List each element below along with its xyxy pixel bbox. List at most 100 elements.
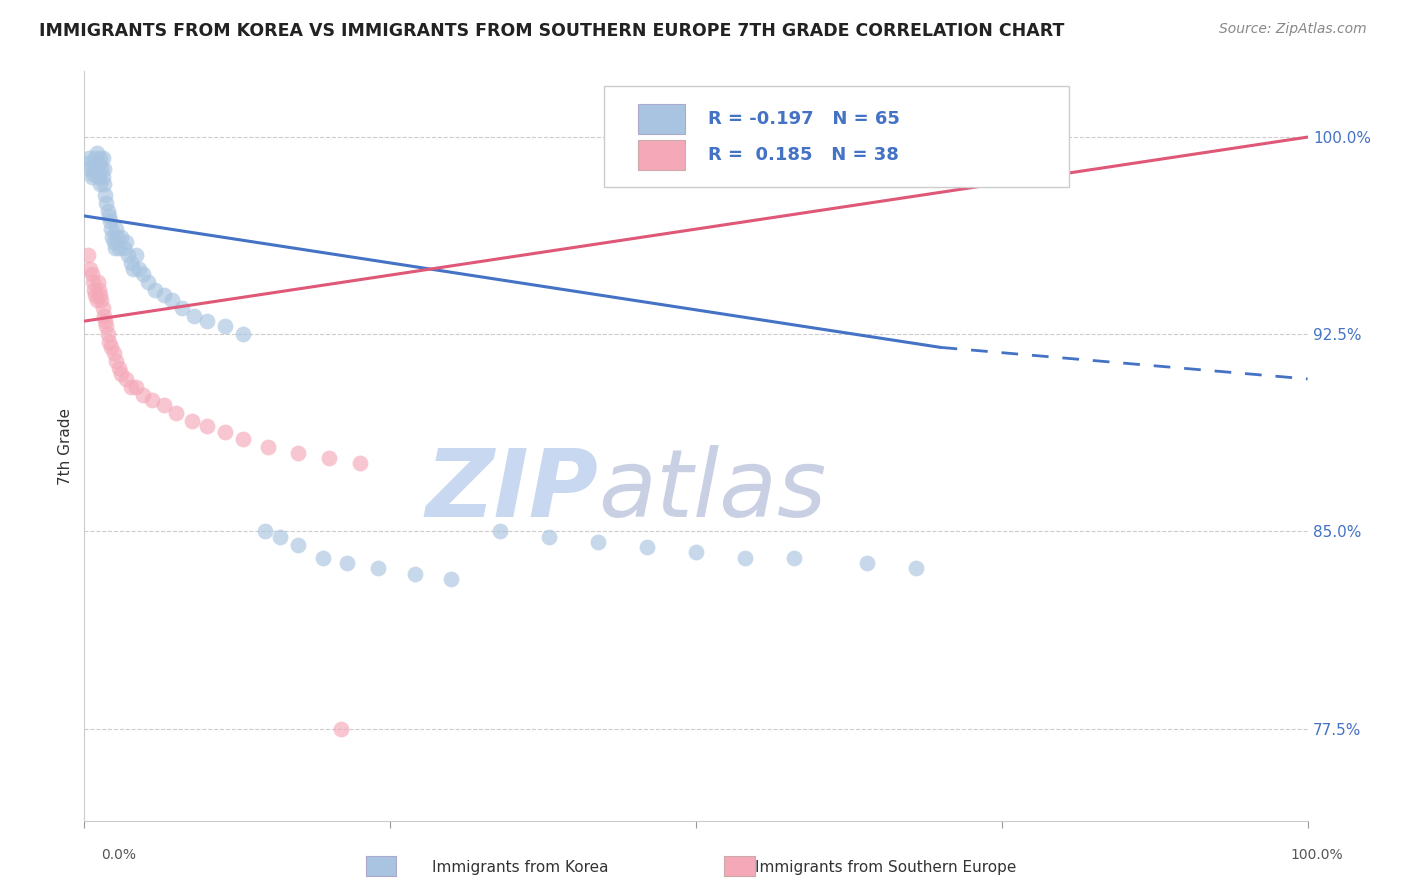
Point bbox=[90, 161, 112, 176]
Point bbox=[105, 353, 128, 368]
Point bbox=[232, 327, 254, 342]
Point bbox=[110, 367, 132, 381]
Point bbox=[214, 319, 236, 334]
Point bbox=[125, 248, 148, 262]
Point bbox=[685, 545, 707, 559]
Point bbox=[93, 309, 115, 323]
Point bbox=[122, 261, 145, 276]
Point bbox=[107, 240, 129, 254]
Text: ZIP: ZIP bbox=[425, 445, 598, 537]
FancyBboxPatch shape bbox=[605, 87, 1069, 187]
Point bbox=[97, 209, 120, 223]
Point bbox=[104, 240, 127, 254]
Point bbox=[87, 275, 110, 289]
Point bbox=[312, 550, 335, 565]
Point bbox=[83, 161, 105, 176]
Point bbox=[96, 319, 118, 334]
Point bbox=[195, 419, 218, 434]
Point bbox=[232, 433, 254, 447]
Text: IMMIGRANTS FROM KOREA VS IMMIGRANTS FROM SOUTHERN EUROPE 7TH GRADE CORRELATION C: IMMIGRANTS FROM KOREA VS IMMIGRANTS FROM… bbox=[39, 22, 1064, 40]
Point bbox=[82, 167, 104, 181]
Text: Immigrants from Southern Europe: Immigrants from Southern Europe bbox=[755, 860, 1017, 874]
Point bbox=[336, 556, 359, 570]
Point bbox=[143, 283, 166, 297]
Point bbox=[87, 169, 110, 184]
Point bbox=[84, 151, 107, 165]
Point bbox=[349, 456, 371, 470]
Point bbox=[162, 293, 184, 307]
Point bbox=[101, 230, 124, 244]
Point bbox=[112, 240, 135, 254]
Point bbox=[79, 261, 101, 276]
Point bbox=[83, 283, 105, 297]
Point bbox=[905, 561, 928, 575]
Point bbox=[783, 550, 806, 565]
Point bbox=[87, 161, 110, 176]
Point bbox=[77, 248, 100, 262]
Point bbox=[181, 414, 204, 428]
Point bbox=[84, 288, 107, 302]
Point bbox=[165, 406, 187, 420]
Point bbox=[89, 151, 111, 165]
Point bbox=[141, 392, 163, 407]
Point bbox=[586, 535, 609, 549]
Point bbox=[367, 561, 389, 575]
Point bbox=[105, 230, 128, 244]
Point bbox=[287, 445, 309, 459]
Point bbox=[93, 178, 115, 192]
Point bbox=[136, 275, 159, 289]
Point bbox=[79, 161, 101, 176]
Text: R = -0.197   N = 65: R = -0.197 N = 65 bbox=[709, 110, 900, 128]
Point bbox=[94, 188, 117, 202]
Point bbox=[115, 372, 138, 386]
Point bbox=[489, 524, 512, 539]
Point bbox=[76, 156, 98, 170]
Point bbox=[100, 222, 122, 236]
Point bbox=[287, 538, 309, 552]
Point bbox=[86, 145, 108, 160]
Point bbox=[110, 230, 132, 244]
Point bbox=[318, 450, 340, 465]
Point bbox=[87, 283, 110, 297]
Point bbox=[153, 288, 176, 302]
Point bbox=[132, 388, 155, 402]
Point bbox=[91, 301, 114, 315]
Text: Immigrants from Korea: Immigrants from Korea bbox=[432, 860, 609, 874]
Point bbox=[103, 345, 125, 359]
Point bbox=[94, 314, 117, 328]
Point bbox=[132, 267, 155, 281]
Point bbox=[404, 566, 426, 581]
Point bbox=[77, 151, 100, 165]
Point bbox=[538, 530, 561, 544]
Point bbox=[80, 267, 103, 281]
Point bbox=[90, 293, 112, 307]
Point bbox=[214, 425, 236, 439]
Point bbox=[440, 572, 463, 586]
Text: 100.0%: 100.0% bbox=[1291, 847, 1343, 862]
FancyBboxPatch shape bbox=[638, 139, 685, 169]
Point bbox=[96, 195, 118, 210]
Point bbox=[153, 398, 176, 412]
Point bbox=[100, 340, 122, 354]
Point bbox=[120, 380, 142, 394]
Point bbox=[636, 540, 658, 554]
Point bbox=[89, 288, 111, 302]
Point bbox=[87, 156, 110, 170]
Point bbox=[97, 203, 120, 218]
Point bbox=[82, 275, 104, 289]
Point bbox=[97, 327, 120, 342]
Point bbox=[330, 722, 353, 736]
Point bbox=[107, 361, 129, 376]
Point bbox=[195, 314, 218, 328]
Point bbox=[128, 261, 150, 276]
Point bbox=[269, 530, 291, 544]
Point bbox=[734, 550, 756, 565]
Point bbox=[89, 178, 111, 192]
Point bbox=[97, 335, 120, 350]
Text: R =  0.185   N = 38: R = 0.185 N = 38 bbox=[709, 145, 898, 163]
Point bbox=[93, 161, 115, 176]
Text: atlas: atlas bbox=[598, 445, 827, 536]
Point bbox=[120, 256, 142, 270]
Point bbox=[257, 440, 280, 454]
Point bbox=[117, 248, 139, 262]
